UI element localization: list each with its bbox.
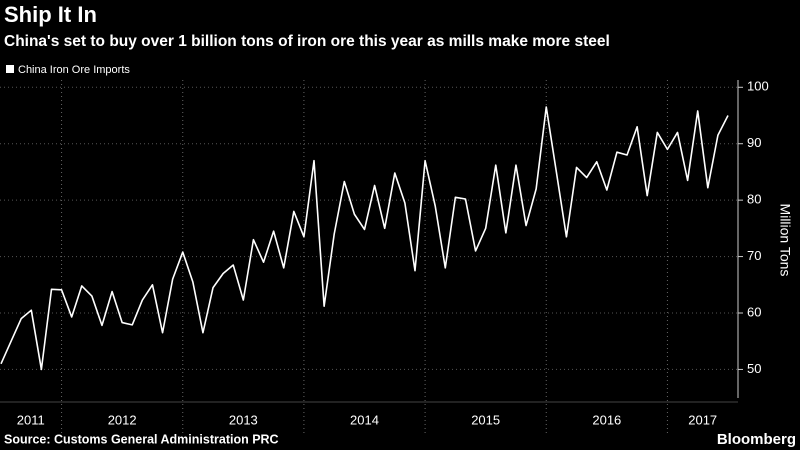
legend-label: China Iron Ore Imports — [18, 64, 130, 76]
y-tick-label: 60 — [747, 304, 761, 319]
x-tick-label: 2014 — [350, 412, 379, 427]
y-tick-label: 50 — [747, 361, 761, 376]
x-tick-label: 2016 — [592, 412, 621, 427]
x-tick-label: 2015 — [471, 412, 500, 427]
x-tick-label: 2012 — [108, 412, 137, 427]
y-tick-label: 90 — [747, 135, 761, 150]
chart-title: Ship It In — [4, 2, 97, 27]
x-tick-label: 2017 — [688, 412, 717, 427]
y-tick-label: 80 — [747, 192, 761, 207]
x-tick-label: 2013 — [229, 412, 258, 427]
legend-swatch — [6, 65, 14, 73]
y-tick-label: 100 — [747, 79, 769, 94]
series-line — [0, 106, 729, 371]
chart-subtitle: China's set to buy over 1 billion tons o… — [4, 33, 610, 50]
x-tick-label: 2011 — [17, 412, 45, 427]
y-tick-label: 70 — [747, 248, 761, 263]
brand: Bloomberg — [717, 431, 796, 448]
source: Source: Customs General Administration P… — [4, 432, 279, 446]
y-axis-label: Million Tons — [777, 204, 793, 277]
